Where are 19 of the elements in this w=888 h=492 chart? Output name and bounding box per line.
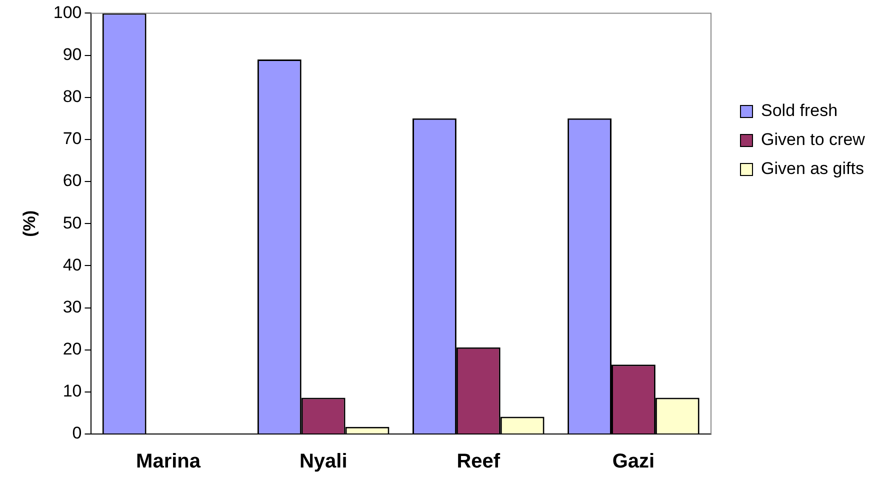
x-tick-label: Nyali xyxy=(299,450,348,473)
y-tick-label: 80 xyxy=(62,87,82,106)
y-tick-label: 40 xyxy=(62,255,82,274)
y-tick-label: 0 xyxy=(72,424,82,443)
y-tick-label: 50 xyxy=(62,213,82,232)
y-tick-label: 10 xyxy=(62,382,82,401)
y-tick-label: 70 xyxy=(62,129,82,148)
x-tick-label: Gazi xyxy=(612,450,655,473)
y-tick-label: 30 xyxy=(62,297,82,316)
legend-label: Sold fresh xyxy=(761,100,838,121)
legend-label: Given as gifts xyxy=(761,158,864,179)
y-tick-label: 100 xyxy=(53,2,82,22)
legend-label: Given to crew xyxy=(761,129,865,150)
y-axis-title: (%) xyxy=(20,210,39,237)
y-tick-label: 90 xyxy=(62,44,82,64)
y-tick-label: 60 xyxy=(62,171,82,190)
x-tick-label: Reef xyxy=(456,450,500,473)
y-tick-label: 20 xyxy=(62,340,82,359)
x-tick-label: Marina xyxy=(136,450,202,473)
